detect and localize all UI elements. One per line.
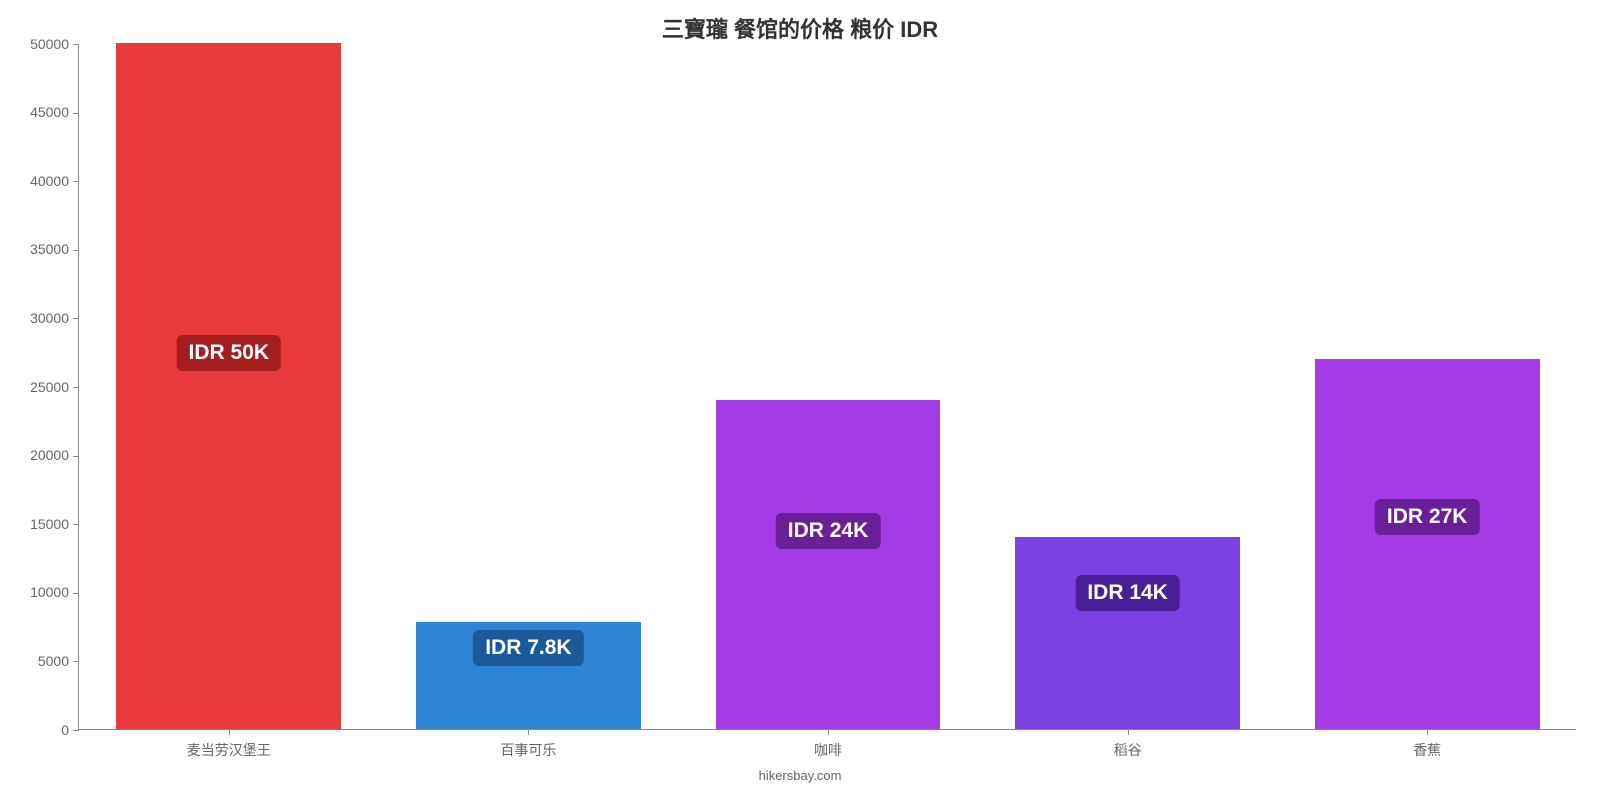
bar bbox=[1315, 359, 1540, 729]
y-tick-label: 15000 bbox=[30, 516, 79, 532]
bar-chart: 三寶瓏 餐馆的价格 粮价 IDR 05000100001500020000250… bbox=[0, 0, 1600, 800]
y-tick-label: 25000 bbox=[30, 379, 79, 395]
bar bbox=[116, 43, 341, 729]
y-tick-label: 45000 bbox=[30, 104, 79, 120]
y-tick-label: 35000 bbox=[30, 241, 79, 257]
y-tick-label: 50000 bbox=[30, 36, 79, 52]
value-badge: IDR 7.8K bbox=[473, 630, 583, 666]
x-tick-mark bbox=[1128, 729, 1129, 735]
plot-area: 0500010000150002000025000300003500040000… bbox=[78, 44, 1576, 730]
y-tick-label: 30000 bbox=[30, 310, 79, 326]
category-label: 稻谷 bbox=[1114, 740, 1142, 760]
x-tick-mark bbox=[1427, 729, 1428, 735]
chart-title: 三寶瓏 餐馆的价格 粮价 IDR bbox=[0, 12, 1600, 44]
y-tick-label: 0 bbox=[61, 722, 79, 738]
y-tick-label: 10000 bbox=[30, 584, 79, 600]
value-badge: IDR 24K bbox=[776, 513, 881, 549]
value-badge: IDR 14K bbox=[1075, 575, 1180, 611]
category-label: 香蕉 bbox=[1413, 740, 1441, 760]
bar bbox=[716, 400, 941, 729]
value-badge: IDR 27K bbox=[1375, 499, 1480, 535]
x-tick-mark bbox=[528, 729, 529, 735]
category-label: 咖啡 bbox=[814, 740, 842, 760]
y-tick-label: 20000 bbox=[30, 447, 79, 463]
bar bbox=[1015, 537, 1240, 729]
y-tick-label: 5000 bbox=[38, 653, 79, 669]
category-label: 麦当劳汉堡王 bbox=[187, 740, 271, 760]
source-credit: hikersbay.com bbox=[0, 768, 1600, 783]
x-tick-mark bbox=[229, 729, 230, 735]
value-badge: IDR 50K bbox=[177, 335, 282, 371]
y-tick-label: 40000 bbox=[30, 173, 79, 189]
category-label: 百事可乐 bbox=[500, 740, 556, 760]
x-tick-mark bbox=[828, 729, 829, 735]
